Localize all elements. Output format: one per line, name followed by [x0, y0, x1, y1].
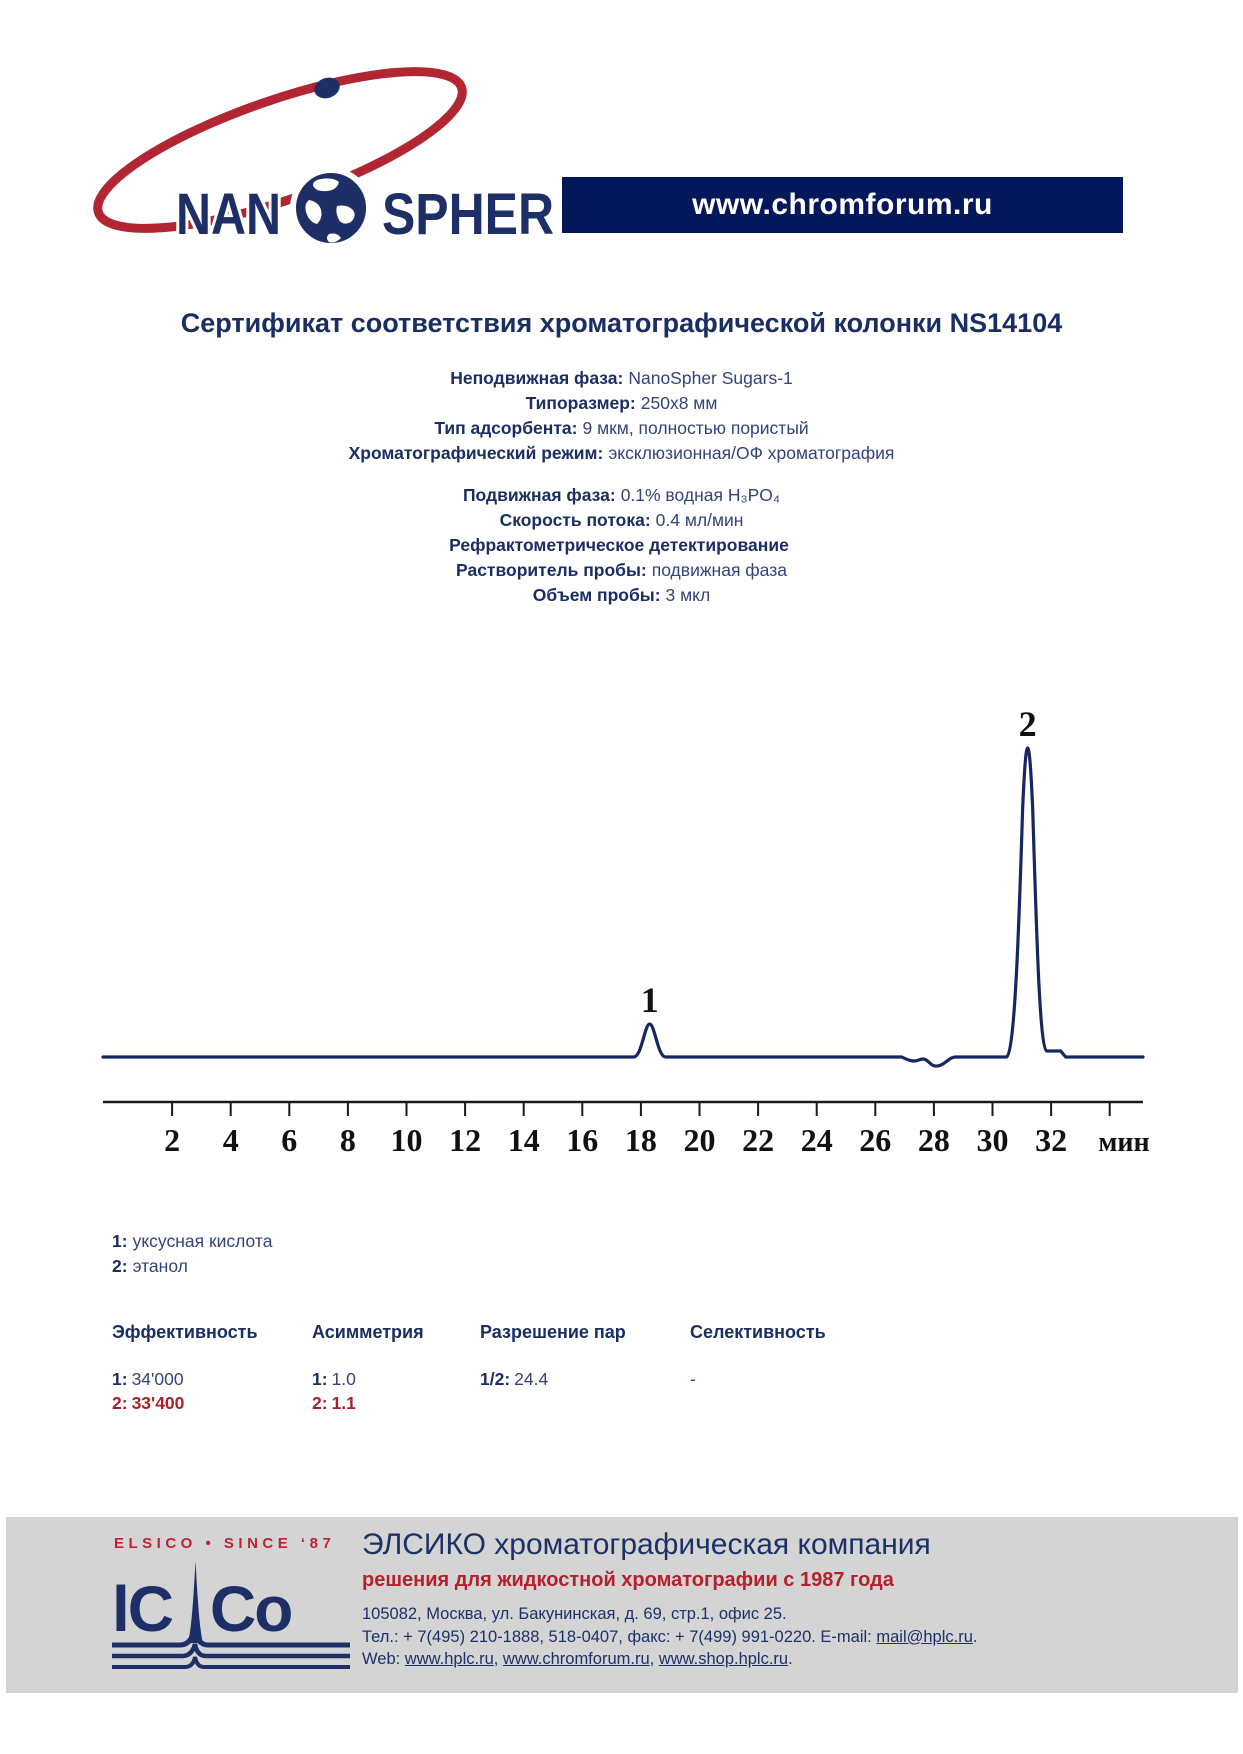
svg-text:Co: Co — [210, 1573, 291, 1645]
orbit-dot-icon — [314, 77, 340, 99]
axis-tick-label: 18 — [625, 1122, 657, 1158]
axis-tick-label: 16 — [566, 1122, 598, 1158]
axis-tick-label: 30 — [977, 1122, 1009, 1158]
web-link[interactable]: www.hplc.ru — [404, 1650, 494, 1668]
peak-legend: 1: уксусная кислота 2: этанол — [112, 1229, 272, 1279]
footer-text-block: ЭЛСИКО хроматографическая компания решен… — [362, 1527, 977, 1671]
axis-tick-label: 8 — [340, 1122, 356, 1158]
globe-icon — [290, 167, 372, 248]
axis-tick-label: 26 — [859, 1122, 891, 1158]
spec-line: Скорость потока: 0.4 мл/мин — [499, 510, 744, 530]
column-header: Селективность — [690, 1322, 826, 1342]
logo-text-prefix: NAN — [176, 182, 281, 247]
banner-url-text: www.chromforum.ru — [692, 188, 993, 221]
web-line: Web: www.hplc.ru, www.chromforum.ru, www… — [362, 1650, 793, 1668]
axis-unit-label: мин — [1098, 1127, 1149, 1158]
legend-item: 2: этанол — [112, 1256, 188, 1276]
table-cell: 2: 33'400 — [112, 1393, 185, 1413]
peak-label: 1 — [641, 980, 659, 1020]
chromatogram-trace — [101, 746, 1145, 1068]
footer: ELSICO • SINCE ‘87 lC Co ЭЛСИКО хроматог… — [6, 1517, 1238, 1693]
lcco-logo: lC Co — [112, 1561, 350, 1669]
phone-line: Тел.: + 7(495) 210-1888, 518-0407, факс:… — [362, 1627, 978, 1646]
axis-tick-label: 32 — [1035, 1122, 1067, 1158]
contacts-block: 105082, Москва, ул. Бакунинская, д. 69, … — [362, 1603, 977, 1671]
logo-text-suffix: SPHER — [382, 182, 554, 247]
banner-link[interactable]: www.chromforum.ru — [562, 177, 1123, 233]
company-title: ЭЛСИКО хроматографическая компания — [362, 1528, 931, 1561]
page-title: Сертификат соответствия хроматографическ… — [180, 308, 1063, 338]
email-link[interactable]: mail@hplc.ru — [876, 1627, 973, 1646]
peak-label: 2 — [1019, 704, 1037, 744]
axis-tick-label: 6 — [281, 1122, 297, 1158]
column-header: Асимметрия — [312, 1322, 424, 1342]
spec-line: Типоразмер: 250x8 мм — [525, 393, 718, 413]
axis-tick-label: 20 — [684, 1122, 716, 1158]
table-cell: 1: 1.0 — [312, 1369, 356, 1389]
method-specs-block: Подвижная фаза: 0.1% водная H₃PO₄ Скорост… — [0, 483, 1243, 608]
axis-tick-label: 28 — [918, 1122, 950, 1158]
spec-line: Рефрактометрическое детектирование — [449, 535, 789, 555]
table-cell: - — [690, 1369, 696, 1389]
table-cell — [690, 1391, 880, 1415]
spec-line: Неподвижная фаза: NanoSpher Sugars-1 — [450, 368, 793, 388]
web-link[interactable]: www.chromforum.ru — [502, 1650, 650, 1668]
spec-line: Тип адсорбента: 9 мкм, полностью пористый — [434, 418, 809, 438]
address-line: 105082, Москва, ул. Бакунинская, д. 69, … — [362, 1605, 787, 1623]
axis-tick-label: 12 — [449, 1122, 481, 1158]
results-table: Эффективность Асимметрия Разрешение пар … — [112, 1322, 880, 1415]
axis-tick-label: 24 — [801, 1122, 833, 1158]
spec-line: Подвижная фаза: 0.1% водная H₃PO₄ — [462, 485, 781, 505]
peak-spike-icon — [188, 1561, 203, 1643]
axis-tick-label: 2 — [164, 1122, 180, 1158]
table-cell — [480, 1391, 690, 1415]
table-cell: 1/2: 24.4 — [480, 1369, 549, 1389]
spec-line: Растворитель пробы: подвижная фаза — [456, 560, 787, 580]
company-tagline: решения для жидкостной хроматографии с 1… — [362, 1569, 894, 1591]
axis-tick-label: 4 — [223, 1122, 239, 1158]
spec-line: Объем пробы: 3 мкл — [532, 585, 711, 605]
legend-item: 1: уксусная кислота — [112, 1231, 273, 1251]
elsico-badge: ELSICO • SINCE ‘87 — [114, 1535, 336, 1552]
axis-tick-label: 14 — [508, 1122, 540, 1158]
svg-text:lC: lC — [112, 1573, 173, 1645]
axis-tick-label: 22 — [742, 1122, 774, 1158]
chromatogram-chart: 122 4 6 8 10 12 14 16 18 20 22 24 26 28 30 32 мин — [101, 704, 1150, 1158]
column-header: Эффективность — [112, 1322, 258, 1342]
column-header: Разрешение пар — [480, 1322, 626, 1342]
axis-tick-label: 10 — [391, 1122, 423, 1158]
nanospher-logo: NAN SPHER — [93, 67, 558, 248]
table-cell: 2: 1.1 — [312, 1393, 356, 1413]
table-cell: 1: 34'000 — [112, 1369, 184, 1389]
spec-line: Хроматографический режим: эксклюзионная/О… — [348, 443, 895, 463]
column-specs-block: Неподвижная фаза: NanoSpher Sugars-1 Типо… — [0, 366, 1243, 466]
web-link[interactable]: www.shop.hplc.ru — [658, 1650, 789, 1668]
